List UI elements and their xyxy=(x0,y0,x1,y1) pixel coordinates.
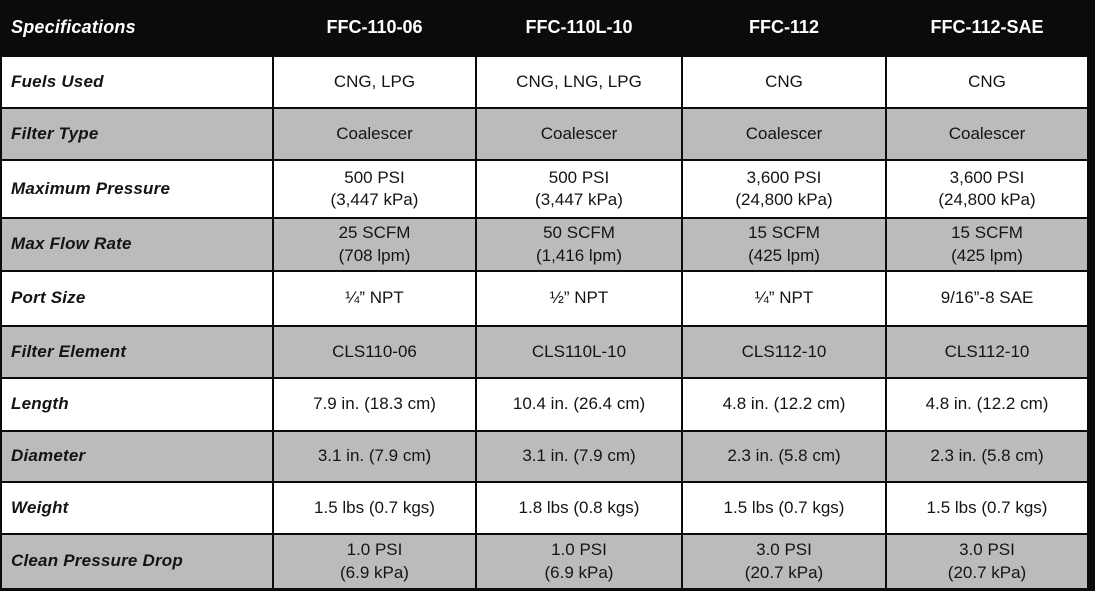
spec-value-cell: 1.0 PSI (6.9 kPa) xyxy=(274,535,475,588)
table-header-col-ffc-110l-10: FFC-110L-10 xyxy=(477,0,681,55)
spec-value-cell: 3.1 in. (7.9 cm) xyxy=(274,432,475,481)
spec-row-label: Clean Pressure Drop xyxy=(2,535,272,588)
spec-value-cell: 4.8 in. (12.2 cm) xyxy=(887,379,1087,430)
spec-value-cell: Coalescer xyxy=(887,109,1087,159)
spec-value-cell: 15 SCFM (425 lpm) xyxy=(683,219,885,270)
spec-value-cell: CNG xyxy=(887,57,1087,107)
spec-value-cell: Coalescer xyxy=(477,109,681,159)
spec-value-cell: 3,600 PSI (24,800 kPa) xyxy=(683,161,885,217)
spec-value-cell: 9/16”-8 SAE xyxy=(887,272,1087,325)
spec-row-label: Diameter xyxy=(2,432,272,481)
table-header-col-ffc-110-06: FFC-110-06 xyxy=(274,0,475,55)
spec-row-label: Maximum Pressure xyxy=(2,161,272,217)
spec-value-cell: 1.8 lbs (0.8 kgs) xyxy=(477,483,681,533)
table-header-specifications: Specifications xyxy=(2,0,272,55)
spec-value-cell: 15 SCFM (425 lpm) xyxy=(887,219,1087,270)
spec-value-cell: 2.3 in. (5.8 cm) xyxy=(683,432,885,481)
spec-value-cell: 3.0 PSI (20.7 kPa) xyxy=(887,535,1087,588)
spec-value-cell: 500 PSI (3,447 kPa) xyxy=(274,161,475,217)
spec-value-cell: Coalescer xyxy=(274,109,475,159)
spec-row-label: Length xyxy=(2,379,272,430)
table-header-col-ffc-112: FFC-112 xyxy=(683,0,885,55)
spec-value-cell: CLS112-10 xyxy=(887,327,1087,377)
spec-value-cell: 25 SCFM (708 lpm) xyxy=(274,219,475,270)
spec-value-cell: 50 SCFM (1,416 lpm) xyxy=(477,219,681,270)
spec-value-cell: 4.8 in. (12.2 cm) xyxy=(683,379,885,430)
spec-value-cell: 1.5 lbs (0.7 kgs) xyxy=(683,483,885,533)
spec-value-cell: ½” NPT xyxy=(477,272,681,325)
spec-value-cell: ¼” NPT xyxy=(683,272,885,325)
spec-row-label: Weight xyxy=(2,483,272,533)
spec-value-cell: 7.9 in. (18.3 cm) xyxy=(274,379,475,430)
spec-row-label: Port Size xyxy=(2,272,272,325)
spec-value-cell: CNG xyxy=(683,57,885,107)
spec-value-cell: CNG, LPG xyxy=(274,57,475,107)
spec-value-cell: 10.4 in. (26.4 cm) xyxy=(477,379,681,430)
spec-value-cell: 1.5 lbs (0.7 kgs) xyxy=(887,483,1087,533)
spec-row-label: Filter Element xyxy=(2,327,272,377)
spec-row-label: Fuels Used xyxy=(2,57,272,107)
spec-row-label: Filter Type xyxy=(2,109,272,159)
table-header-col-ffc-112-sae: FFC-112-SAE xyxy=(887,0,1087,55)
spec-value-cell: CLS110L-10 xyxy=(477,327,681,377)
spec-value-cell: 2.3 in. (5.8 cm) xyxy=(887,432,1087,481)
spec-value-cell: 1.5 lbs (0.7 kgs) xyxy=(274,483,475,533)
spec-value-cell: 3,600 PSI (24,800 kPa) xyxy=(887,161,1087,217)
spec-value-cell: CLS112-10 xyxy=(683,327,885,377)
spec-value-cell: CNG, LNG, LPG xyxy=(477,57,681,107)
spec-value-cell: Coalescer xyxy=(683,109,885,159)
spec-value-cell: 1.0 PSI (6.9 kPa) xyxy=(477,535,681,588)
spec-value-cell: 3.0 PSI (20.7 kPa) xyxy=(683,535,885,588)
spec-value-cell: 3.1 in. (7.9 cm) xyxy=(477,432,681,481)
spec-row-label: Max Flow Rate xyxy=(2,219,272,270)
spec-value-cell: ¼” NPT xyxy=(274,272,475,325)
spec-value-cell: 500 PSI (3,447 kPa) xyxy=(477,161,681,217)
spec-value-cell: CLS110-06 xyxy=(274,327,475,377)
